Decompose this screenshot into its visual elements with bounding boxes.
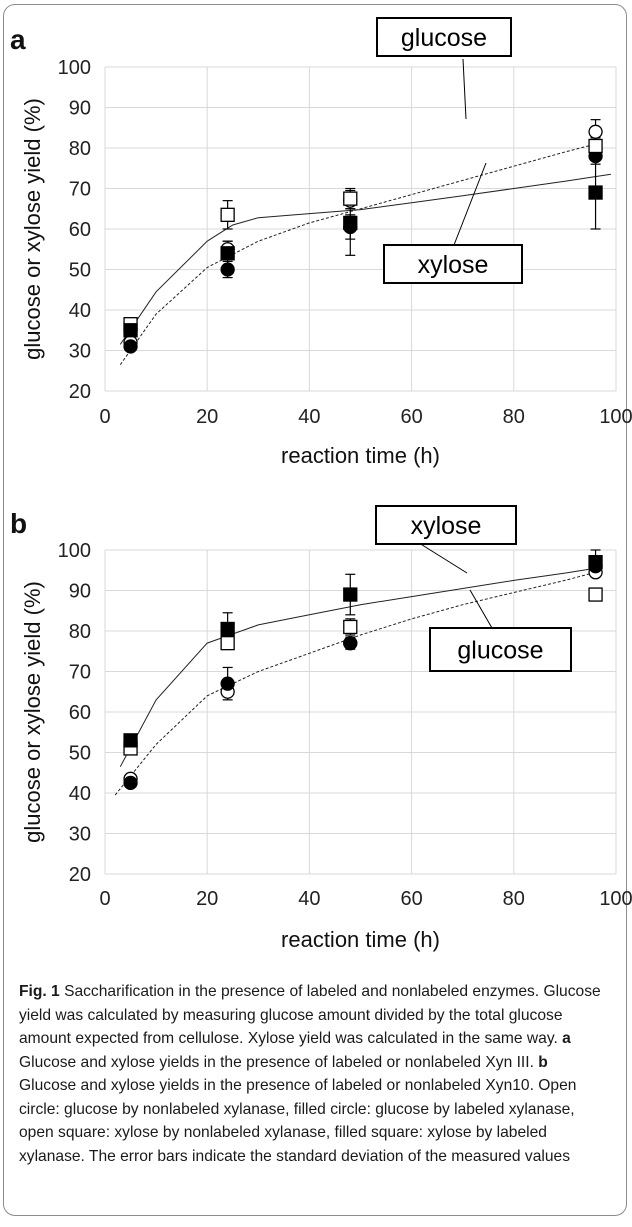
y-tick-label: 20 — [69, 864, 91, 886]
y-tick-label: 80 — [69, 138, 91, 160]
filled-square-marker — [123, 733, 138, 748]
y-tick-label: 40 — [69, 300, 91, 322]
open-square-marker — [220, 636, 235, 651]
x-tick-label: 100 — [599, 888, 632, 910]
filled-square-marker — [220, 621, 235, 637]
x-tick-label: 100 — [599, 406, 632, 428]
x-tick-label: 0 — [99, 406, 110, 428]
y-tick-label: 90 — [69, 98, 91, 120]
filled-circle-marker — [220, 262, 235, 277]
filled-circle-marker — [220, 676, 235, 691]
filled-circle-marker — [123, 775, 138, 791]
filled-square-marker — [343, 215, 358, 231]
y-tick-label: 50 — [69, 743, 91, 765]
y-tick-label: 70 — [69, 662, 91, 684]
open-square-marker — [220, 207, 235, 222]
filled-circle-marker — [343, 636, 358, 651]
figure-frame — [3, 4, 627, 1216]
y-axis-label: glucose or xylose yield (%) — [20, 98, 45, 360]
x-tick-label: 80 — [503, 888, 525, 910]
filled-square-marker — [588, 185, 603, 200]
panel-label: b — [10, 508, 27, 539]
filled-square-marker — [220, 246, 235, 261]
y-tick-label: 100 — [58, 540, 91, 562]
trend-curve-xylose — [119, 173, 611, 345]
y-tick-label: 100 — [58, 57, 91, 79]
chart-panel-b: b 20 30 40 50 60 70 80 90 100 0 20 40 60 80 100 reaction… — [10, 505, 632, 952]
trend-curve-glucose — [114, 571, 596, 796]
open-square-marker — [588, 587, 603, 602]
chart-panel-a: a 20 30 40 50 60 70 80 90 100 0 20 40 60 80 100 reaction… — [10, 17, 632, 468]
y-tick-label: 70 — [69, 179, 91, 201]
x-tick-label: 20 — [196, 888, 218, 910]
y-tick-label: 40 — [69, 783, 91, 805]
y-tick-label: 60 — [69, 702, 91, 724]
annotation-leader — [453, 162, 487, 246]
x-axis-label: reaction time (h) — [281, 443, 440, 468]
figure-svg: a 20 30 40 50 60 70 80 90 100 0 20 40 60 80 100 reaction… — [10, 17, 632, 952]
trend-curve-xylose — [119, 567, 596, 767]
y-tick-label: 50 — [69, 260, 91, 282]
caption-b-label: b — [538, 1053, 548, 1071]
annotation-box — [429, 627, 572, 672]
filled-square-marker — [343, 587, 358, 602]
open-square-marker — [343, 191, 358, 206]
x-tick-label: 20 — [196, 406, 218, 428]
x-tick-label: 0 — [99, 888, 110, 910]
y-tick-label: 60 — [69, 219, 91, 241]
open-square-marker — [588, 138, 603, 154]
trend-curve-glucose — [119, 143, 596, 365]
annotation-label-glucose: glucose — [457, 637, 543, 665]
figure-caption: Fig. 1 Saccharification in the presence … — [19, 980, 609, 1168]
filled-circle-marker — [123, 339, 138, 354]
open-square-marker — [343, 619, 358, 635]
x-tick-label: 60 — [400, 888, 422, 910]
panel-label: a — [10, 24, 26, 55]
y-tick-label: 20 — [69, 381, 91, 403]
caption-text-3: Glucose and xylose yields in the presenc… — [19, 1077, 577, 1165]
annotation-box — [375, 505, 517, 545]
annotation-label-xylose: xylose — [411, 512, 482, 540]
x-tick-label: 40 — [298, 406, 320, 428]
caption-a-label: a — [562, 1030, 571, 1047]
caption-fig-label: Fig. 1 — [19, 983, 60, 1000]
annotation-label-glucose: glucose — [401, 24, 487, 52]
x-tick-label: 80 — [503, 406, 525, 428]
y-tick-label: 30 — [69, 341, 91, 363]
annotation-box — [383, 244, 523, 284]
y-axis-label: glucose or xylose yield (%) — [20, 581, 45, 843]
annotation-leader — [418, 542, 468, 574]
caption-text-2: Glucose and xylose yields in the presenc… — [19, 1053, 539, 1071]
annotation-box — [376, 17, 512, 57]
caption-text-1: Saccharification in the presence of labe… — [19, 983, 601, 1047]
x-tick-label: 60 — [400, 406, 422, 428]
y-tick-label: 30 — [69, 824, 91, 846]
x-axis-label: reaction time (h) — [281, 927, 440, 952]
y-tick-label: 90 — [69, 581, 91, 603]
annotation-leader — [462, 58, 467, 120]
annotation-label-xylose: xylose — [418, 251, 489, 279]
open-circle-marker — [588, 124, 603, 139]
annotation-leader — [469, 589, 493, 629]
filled-square-marker — [588, 555, 603, 570]
filled-square-marker — [123, 323, 138, 338]
y-tick-label: 80 — [69, 621, 91, 643]
x-tick-label: 40 — [298, 888, 320, 910]
